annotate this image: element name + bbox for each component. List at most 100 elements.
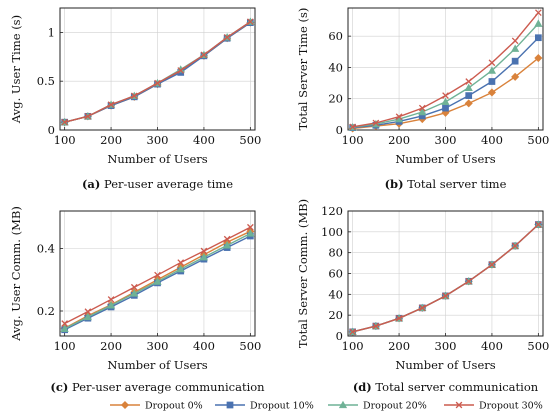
- x-tick-label: 100: [54, 133, 76, 147]
- caption-tag: (b): [385, 177, 404, 191]
- caption-tag: (d): [353, 380, 372, 394]
- data-point: [464, 83, 473, 91]
- data-point: [176, 264, 185, 273]
- panel-caption: (c) Per-user average communication: [50, 380, 265, 394]
- data-point: [534, 54, 543, 63]
- y-tick-label: 0: [48, 123, 55, 137]
- legend-item: Dropout 20%: [328, 401, 427, 412]
- data-point: [441, 97, 450, 106]
- data-point: [535, 9, 542, 17]
- data-point: [349, 328, 356, 336]
- x-tick-label: 400: [481, 133, 503, 147]
- chart-panel-b: 100 200 300 400 500 0 20 40 60 Number of Users Tot…: [296, 7, 549, 191]
- series-dropout-30-: [61, 223, 254, 327]
- data-point: [349, 123, 356, 131]
- caption-text: Per-user average communication: [72, 380, 265, 394]
- x-tick-label: 200: [100, 339, 122, 353]
- x-tick-label: 500: [527, 133, 549, 147]
- data-point: [534, 19, 543, 27]
- y-tick-label: 20: [328, 92, 343, 106]
- x-tick-label: 200: [388, 339, 410, 353]
- x-axis-label: Number of Users: [107, 358, 207, 372]
- legend-marker: [120, 400, 130, 410]
- data-point: [395, 113, 403, 121]
- data-point: [83, 312, 92, 321]
- legend-item: Dropout 30%: [444, 401, 543, 412]
- caption-tag: (a): [82, 177, 100, 191]
- data-point: [465, 277, 473, 285]
- caption-tag: (c): [50, 380, 68, 394]
- data-point: [442, 104, 449, 112]
- data-point: [177, 259, 185, 266]
- legend-item: Dropout 0%: [110, 401, 203, 412]
- data-point: [418, 304, 426, 312]
- data-point: [511, 72, 520, 81]
- legend-label: Dropout 10%: [250, 401, 314, 412]
- legend-label: Dropout 20%: [363, 401, 427, 412]
- data-point: [488, 261, 496, 268]
- data-point: [418, 107, 427, 116]
- panel-caption: (a) Per-user average time: [82, 177, 233, 191]
- y-tick-label: 60: [328, 267, 343, 281]
- data-point: [153, 277, 162, 285]
- data-point: [200, 51, 208, 59]
- data-point: [84, 112, 92, 120]
- x-axis-label: Number of Users: [395, 152, 495, 166]
- caption-text: Total server communication: [375, 380, 538, 394]
- y-tick-label: 1: [48, 25, 55, 39]
- data-point: [84, 308, 92, 315]
- data-point: [130, 283, 138, 291]
- data-point: [395, 314, 403, 322]
- data-point: [372, 119, 380, 127]
- data-point: [60, 324, 69, 332]
- x-tick-label: 500: [527, 339, 549, 353]
- x-tick-label: 500: [239, 339, 261, 353]
- data-point: [200, 247, 208, 255]
- data-point: [511, 37, 519, 45]
- legend-marker: [338, 400, 348, 409]
- y-axis-label: Avg. User Time (s): [9, 15, 23, 124]
- data-point: [154, 271, 161, 279]
- data-point: [154, 79, 161, 87]
- data-point: [487, 66, 497, 74]
- x-tick-label: 100: [342, 339, 364, 353]
- y-tick-label: 20: [328, 308, 343, 322]
- data-point: [535, 221, 542, 228]
- x-tick-label: 400: [193, 339, 215, 353]
- data-point: [464, 99, 473, 108]
- chart-panel-a: 100 200 300 400 500 0 0.5 1 Number of Users Avg. …: [9, 7, 261, 191]
- x-tick-label: 300: [147, 133, 169, 147]
- y-axis-label: Total Server Time (s): [296, 8, 310, 131]
- y-tick-label: 100: [321, 225, 343, 239]
- y-tick-label: 40: [328, 287, 343, 301]
- data-point: [107, 296, 115, 303]
- data-point: [534, 34, 542, 42]
- data-point: [223, 241, 232, 249]
- data-point: [511, 242, 519, 250]
- y-tick-label: 0: [336, 123, 343, 137]
- series-dropout-30-: [61, 18, 254, 126]
- x-axis-label: Number of Users: [395, 358, 495, 372]
- legend-marker: [226, 401, 234, 409]
- y-tick-label: 0.2: [37, 304, 55, 318]
- chart-panel-d: 100 200 300 400 500 0 20 40 60 80 100 120 Number of …: [296, 199, 549, 394]
- data-point: [487, 88, 496, 97]
- y-tick-label: 80: [328, 246, 343, 260]
- series-dropout-30-: [349, 9, 542, 131]
- data-point: [511, 57, 519, 65]
- caption-text: Total server time: [407, 177, 506, 191]
- x-tick-label: 200: [388, 133, 410, 147]
- x-tick-label: 300: [147, 339, 169, 353]
- series-dropout-30-: [349, 221, 542, 336]
- legend-item: Dropout 10%: [215, 401, 314, 412]
- y-tick-label: 60: [328, 29, 343, 43]
- data-point: [223, 33, 231, 41]
- caption-text: Per-user average time: [104, 177, 233, 191]
- data-point: [488, 59, 496, 67]
- x-tick-label: 400: [193, 133, 215, 147]
- x-tick-label: 300: [435, 339, 457, 353]
- legend-label: Dropout 30%: [479, 401, 543, 412]
- x-tick-label: 400: [481, 339, 503, 353]
- data-point: [130, 92, 138, 100]
